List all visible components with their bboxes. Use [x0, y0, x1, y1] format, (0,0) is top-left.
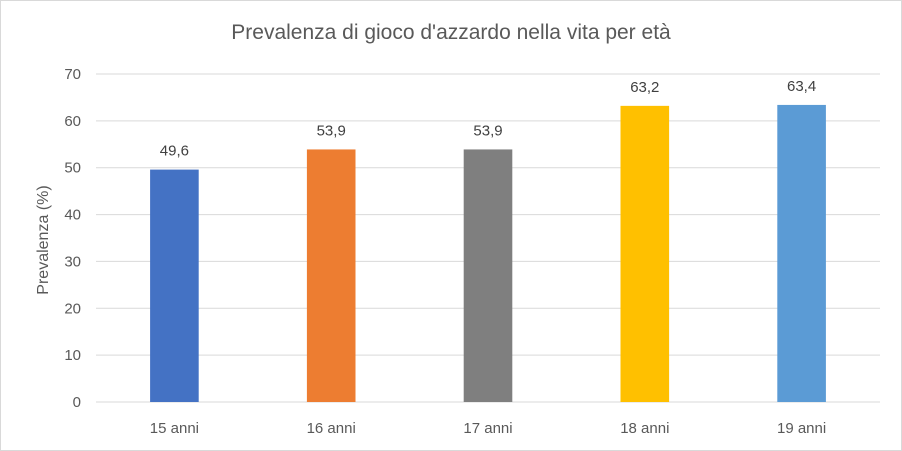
x-axis-ticks: 15 anni 16 anni 17 anni 18 anni 19 anni	[150, 420, 826, 437]
y-tick-label: 10	[64, 347, 81, 364]
y-tick-label: 50	[64, 160, 81, 177]
y-tick-label: 0	[73, 394, 81, 411]
data-label: 53,9	[473, 122, 502, 139]
bar	[306, 149, 356, 402]
chart-title: Prevalenza di gioco d'azzardo nella vita…	[231, 21, 671, 44]
x-tick-label: 16 anni	[307, 420, 356, 437]
y-axis-label: Prevalenza (%)	[35, 185, 52, 294]
x-tick-label: 15 anni	[150, 420, 199, 437]
y-tick-label: 40	[64, 207, 81, 224]
y-tick-label: 30	[64, 253, 81, 270]
data-label: 53,9	[317, 122, 346, 139]
data-label: 49,6	[160, 143, 189, 160]
bar	[620, 105, 670, 402]
data-label: 63,2	[630, 79, 659, 96]
data-label: 63,4	[787, 78, 816, 95]
x-tick-label: 17 anni	[463, 420, 512, 437]
y-tick-label: 60	[64, 113, 81, 130]
x-tick-label: 18 anni	[620, 420, 669, 437]
y-tick-label: 20	[64, 300, 81, 317]
bar	[150, 169, 199, 402]
bar	[463, 149, 513, 402]
bars	[150, 104, 826, 402]
x-tick-label: 19 anni	[777, 420, 826, 437]
bar	[777, 104, 826, 402]
y-tick-label: 70	[64, 66, 81, 83]
y-axis-ticks: 0 10 20 30 40 50 60 70	[64, 66, 81, 411]
data-labels: 49,6 53,9 53,9 63,2 63,4	[160, 78, 816, 160]
